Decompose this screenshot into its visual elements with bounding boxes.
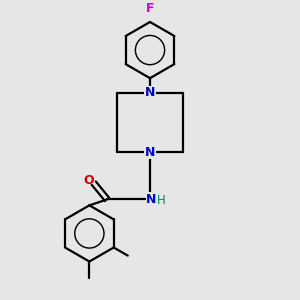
Text: N: N xyxy=(145,146,155,159)
Text: N: N xyxy=(146,193,157,206)
Text: F: F xyxy=(146,2,154,16)
Text: H: H xyxy=(157,194,166,207)
Text: O: O xyxy=(83,174,94,187)
Text: N: N xyxy=(145,86,155,100)
